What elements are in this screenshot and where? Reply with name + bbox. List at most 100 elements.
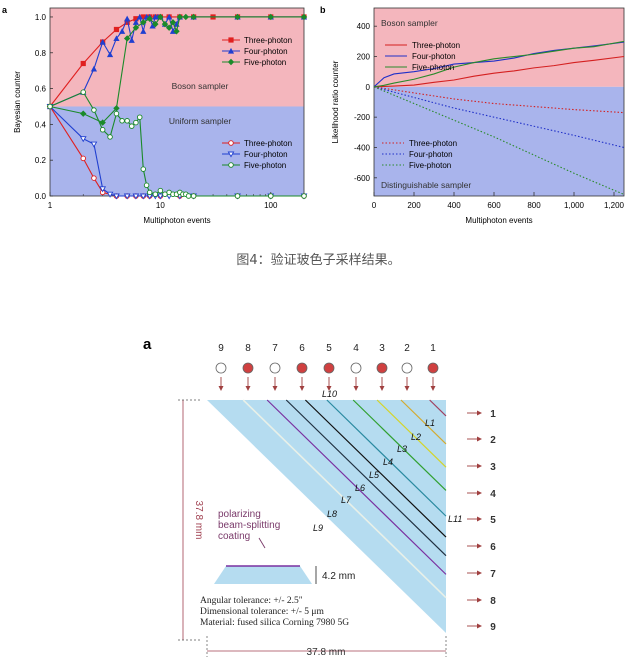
legend-marker (227, 47, 235, 54)
input-arrowhead (245, 386, 251, 391)
input-port-label: 1 (430, 343, 436, 354)
input-port-label: 2 (404, 343, 410, 354)
diagram-panel-label: a (143, 336, 152, 353)
data-point (185, 193, 192, 199)
input-arrowhead (404, 386, 410, 391)
data-point (176, 13, 184, 21)
layer-label: L7 (341, 495, 352, 505)
data-point (146, 15, 153, 22)
region-1 (374, 86, 624, 196)
data-point (123, 193, 131, 200)
x-tick-label: 0 (372, 201, 377, 210)
data-point (128, 123, 135, 129)
coating-label: polarizing (218, 509, 261, 520)
output-arrowhead (477, 516, 482, 522)
input-arrowhead (353, 386, 359, 391)
data-point (113, 110, 120, 117)
data-point (80, 155, 86, 162)
width-dimension-label: 37.8 mm (307, 647, 346, 658)
x-axis-label: Multiphoton events (465, 216, 532, 225)
output-arrowhead (477, 436, 482, 442)
data-point (132, 193, 140, 200)
data-point (99, 119, 106, 126)
data-point (90, 65, 98, 72)
x-tick-label: 1,200 (604, 201, 625, 210)
panel-b-label: b (320, 5, 326, 15)
data-point (166, 13, 173, 20)
series-line-2 (373, 40, 625, 88)
region-label-uniform: Uniform sampler (169, 116, 232, 126)
data-point (152, 191, 159, 197)
input-port-label: 7 (272, 343, 278, 354)
y-tick-label: 400 (357, 22, 371, 31)
region-1 (50, 106, 304, 196)
data-point (234, 193, 241, 199)
data-point (80, 60, 86, 67)
data-point (119, 118, 125, 124)
output-arrowhead (477, 543, 482, 549)
data-point (107, 134, 113, 140)
output-port-label: 4 (490, 489, 496, 500)
output-arrowhead (477, 597, 482, 603)
coating-line-3 (352, 399, 447, 491)
data-point (182, 13, 190, 21)
figure-caption: 图4：验证玻色子采样结果。 (236, 253, 401, 268)
legend-entry: Five-photon (244, 161, 286, 170)
series-line-5 (373, 86, 625, 195)
coating-line-2 (376, 399, 447, 468)
data-point (169, 19, 177, 26)
coating-label: beam-splitting (218, 520, 280, 531)
data-point (165, 24, 173, 31)
data-point (140, 166, 147, 172)
output-port-label: 9 (490, 622, 496, 633)
data-point (157, 187, 164, 194)
input-port-label: 5 (326, 343, 332, 354)
data-point (136, 13, 143, 20)
data-point (267, 13, 274, 21)
data-point (124, 19, 130, 25)
data-point (113, 105, 120, 112)
coating-line-7 (266, 399, 447, 575)
data-point (301, 193, 307, 199)
data-point (234, 13, 241, 21)
output-port-label: 8 (490, 596, 496, 607)
thickness-label: 4.2 mm (322, 571, 355, 582)
layer-label: L4 (383, 457, 393, 467)
legend-entry: Five-photon (244, 58, 286, 67)
input-port-circle (350, 362, 362, 374)
coating-pointer (258, 537, 266, 549)
layer-label: L11 (448, 514, 462, 524)
output-arrowhead (477, 410, 482, 416)
data-point (80, 89, 86, 95)
data-point (128, 37, 135, 43)
data-point (113, 26, 120, 33)
y-tick-label: 1.0 (35, 13, 47, 22)
data-point (99, 38, 106, 45)
data-point (143, 182, 150, 189)
input-port-circle (376, 362, 388, 374)
spec-line: Dimensional tolerance: +/- 5 μm (200, 607, 325, 617)
input-arrowhead (430, 386, 436, 391)
data-point (113, 35, 120, 42)
data-point (140, 14, 146, 20)
data-point (106, 191, 114, 198)
y-tick-label: 0.0 (35, 192, 47, 201)
x-tick-label: 1 (48, 201, 53, 210)
layer-label: L8 (327, 509, 337, 519)
legend-entry: Four-photon (244, 47, 288, 56)
y-tick-label: 0.4 (35, 120, 47, 129)
layer-label: L6 (355, 483, 365, 493)
legend-entry: Four-photon (244, 150, 288, 159)
y-tick-label: 0.2 (35, 156, 47, 165)
data-point (300, 13, 308, 21)
input-port-circle (296, 362, 308, 374)
data-point (119, 28, 126, 34)
input-arrowhead (379, 386, 385, 391)
data-point (99, 127, 106, 133)
legend-marker (227, 58, 235, 66)
x-tick-label: 10 (156, 201, 165, 210)
input-arrowhead (299, 386, 305, 391)
y-axis-label: Likelihood ratio counter (331, 60, 340, 143)
series-line-0 (373, 55, 625, 88)
